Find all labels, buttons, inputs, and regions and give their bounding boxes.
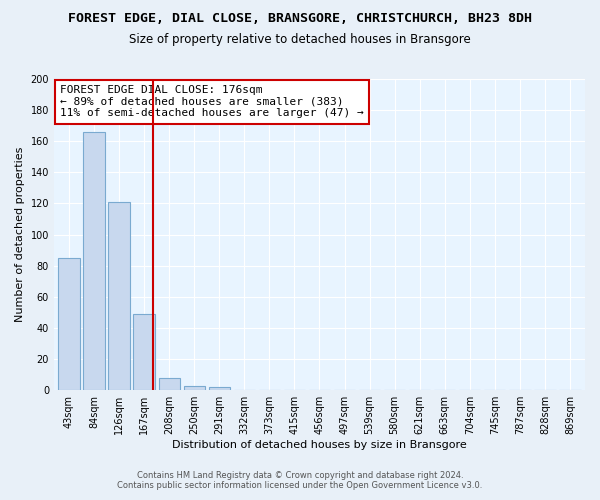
Y-axis label: Number of detached properties: Number of detached properties — [15, 147, 25, 322]
Bar — [158, 378, 180, 390]
Bar — [133, 314, 155, 390]
Text: Size of property relative to detached houses in Bransgore: Size of property relative to detached ho… — [129, 32, 471, 46]
Bar — [109, 202, 130, 390]
Text: Contains HM Land Registry data © Crown copyright and database right 2024.: Contains HM Land Registry data © Crown c… — [137, 471, 463, 480]
Bar — [83, 132, 104, 390]
Bar — [209, 387, 230, 390]
X-axis label: Distribution of detached houses by size in Bransgore: Distribution of detached houses by size … — [172, 440, 467, 450]
Bar — [58, 258, 80, 390]
Text: Contains public sector information licensed under the Open Government Licence v3: Contains public sector information licen… — [118, 481, 482, 490]
Text: FOREST EDGE DIAL CLOSE: 176sqm
← 89% of detached houses are smaller (383)
11% of: FOREST EDGE DIAL CLOSE: 176sqm ← 89% of … — [60, 85, 364, 118]
Bar — [184, 386, 205, 390]
Text: FOREST EDGE, DIAL CLOSE, BRANSGORE, CHRISTCHURCH, BH23 8DH: FOREST EDGE, DIAL CLOSE, BRANSGORE, CHRI… — [68, 12, 532, 26]
